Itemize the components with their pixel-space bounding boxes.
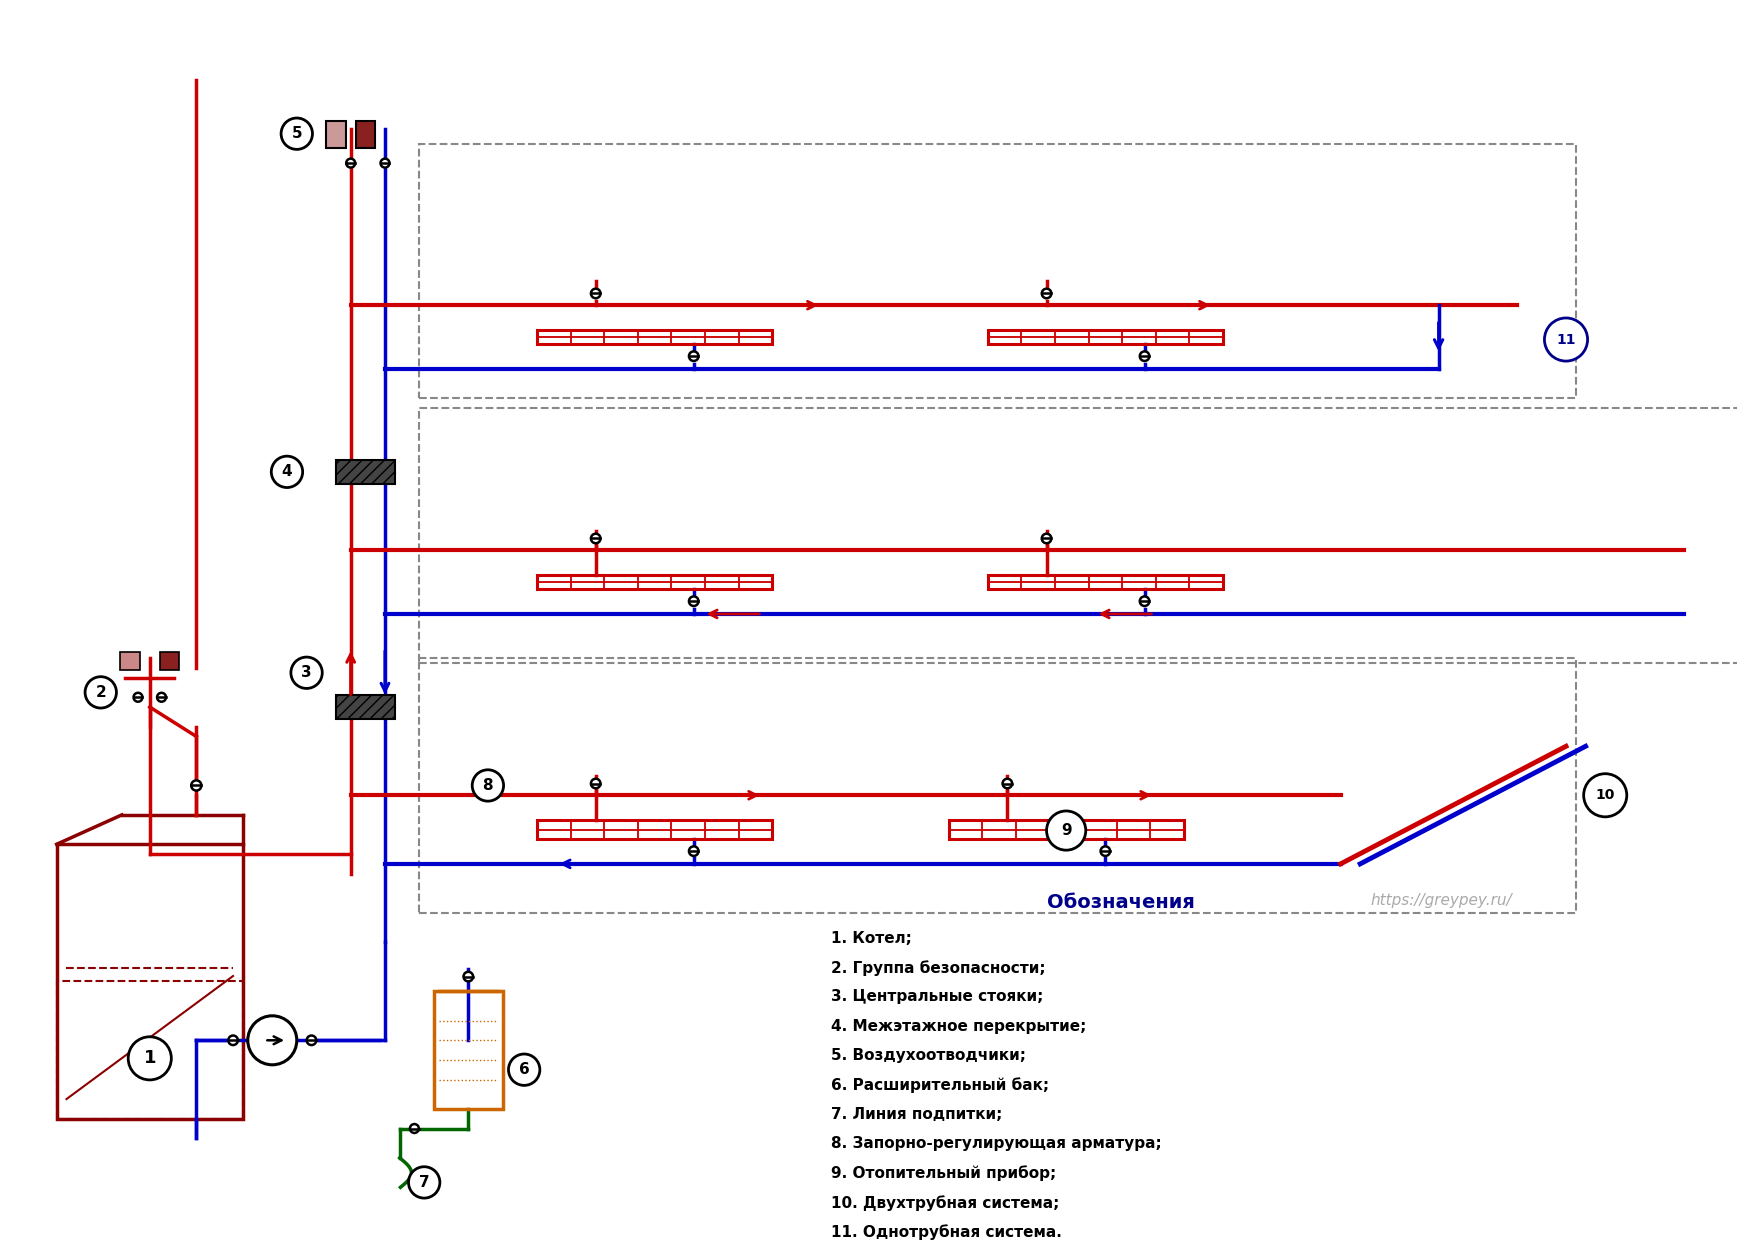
- Circle shape: [307, 1035, 316, 1045]
- Circle shape: [381, 159, 389, 167]
- Circle shape: [128, 1037, 172, 1080]
- Circle shape: [158, 693, 167, 702]
- Circle shape: [281, 118, 312, 149]
- Circle shape: [409, 1167, 440, 1198]
- Text: 9: 9: [1061, 823, 1072, 838]
- Text: 7. Линия подпитки;: 7. Линия подпитки;: [831, 1107, 1002, 1122]
- Text: 1: 1: [144, 1049, 156, 1068]
- Bar: [337, 460, 395, 484]
- Circle shape: [1003, 779, 1012, 789]
- Text: 3: 3: [302, 665, 312, 681]
- Circle shape: [133, 693, 142, 702]
- Text: 2. Группа безопасности;: 2. Группа безопасности;: [831, 960, 1045, 976]
- Text: 2: 2: [95, 684, 107, 699]
- Text: 10. Двухтрубная система;: 10. Двухтрубная система;: [831, 1195, 1059, 1211]
- Text: 11: 11: [1556, 332, 1575, 346]
- Text: 7: 7: [419, 1176, 430, 1190]
- Bar: [988, 330, 1223, 345]
- Circle shape: [1584, 774, 1626, 817]
- Circle shape: [1042, 289, 1051, 299]
- Circle shape: [291, 657, 323, 688]
- Text: 1. Котел;: 1. Котел;: [831, 930, 912, 946]
- Text: 11. Однотрубная система.: 11. Однотрубная система.: [831, 1225, 1061, 1240]
- Bar: [160, 652, 179, 670]
- Circle shape: [591, 289, 600, 299]
- Bar: [949, 820, 1184, 839]
- Text: 5: 5: [291, 126, 302, 141]
- Text: 10: 10: [1596, 789, 1615, 802]
- Text: 3. Центральные стояки;: 3. Центральные стояки;: [831, 990, 1044, 1004]
- Circle shape: [346, 159, 354, 167]
- Bar: [988, 575, 1223, 589]
- Circle shape: [1140, 596, 1149, 606]
- Circle shape: [410, 1123, 419, 1133]
- Bar: [326, 122, 346, 149]
- Circle shape: [86, 677, 116, 708]
- Circle shape: [689, 847, 698, 856]
- Text: 4. Межэтажное перекрытие;: 4. Межэтажное перекрытие;: [831, 1019, 1086, 1034]
- Circle shape: [1140, 351, 1149, 361]
- Circle shape: [191, 780, 202, 791]
- Bar: [537, 820, 772, 839]
- Circle shape: [472, 770, 503, 801]
- Circle shape: [272, 456, 303, 487]
- Circle shape: [463, 972, 474, 981]
- Text: 5. Воздухоотводчики;: 5. Воздухоотводчики;: [831, 1048, 1026, 1063]
- Circle shape: [591, 533, 600, 543]
- Text: Обозначения: Обозначения: [1047, 893, 1194, 913]
- Text: 8. Запорно-регулирующая арматура;: 8. Запорно-регулирующая арматура;: [831, 1136, 1161, 1152]
- Bar: [537, 330, 772, 345]
- Circle shape: [509, 1054, 540, 1085]
- Bar: [56, 844, 242, 1118]
- Circle shape: [1100, 847, 1110, 856]
- Bar: [433, 991, 503, 1109]
- Bar: [121, 652, 140, 670]
- Bar: [419, 408, 1742, 663]
- Circle shape: [1042, 533, 1051, 543]
- Circle shape: [689, 596, 698, 606]
- Circle shape: [689, 351, 698, 361]
- Circle shape: [1545, 317, 1587, 361]
- Bar: [56, 982, 242, 1118]
- Circle shape: [247, 1016, 296, 1065]
- Text: 6: 6: [519, 1063, 530, 1078]
- Bar: [537, 575, 772, 589]
- Circle shape: [591, 779, 600, 789]
- Bar: [356, 122, 375, 149]
- Bar: [337, 694, 395, 719]
- Text: https://greypey.ru/: https://greypey.ru/: [1370, 893, 1512, 908]
- Bar: [419, 144, 1575, 398]
- Text: 8: 8: [482, 777, 493, 792]
- Text: 6. Расширительный бак;: 6. Расширительный бак;: [831, 1078, 1049, 1094]
- Circle shape: [1047, 811, 1086, 851]
- Circle shape: [228, 1035, 239, 1045]
- Text: 4: 4: [282, 464, 293, 480]
- Text: 9. Отопительный прибор;: 9. Отопительный прибор;: [831, 1166, 1056, 1182]
- Bar: [419, 658, 1575, 913]
